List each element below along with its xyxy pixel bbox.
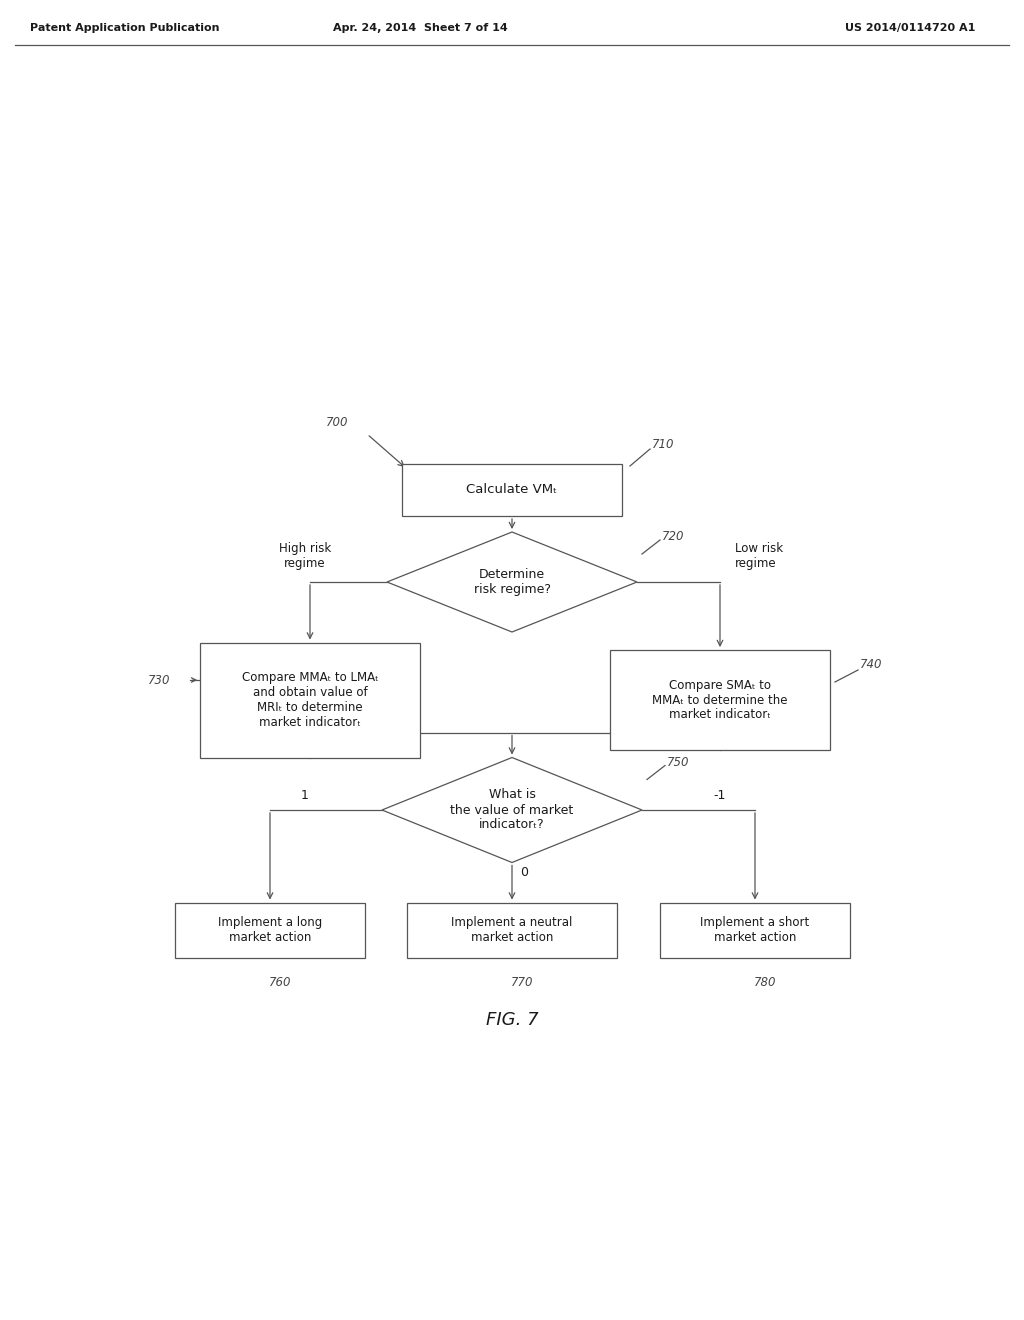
FancyBboxPatch shape: [660, 903, 850, 957]
Text: Implement a neutral
market action: Implement a neutral market action: [452, 916, 572, 944]
FancyBboxPatch shape: [402, 465, 622, 516]
Text: 740: 740: [860, 659, 883, 672]
Text: Patent Application Publication: Patent Application Publication: [30, 22, 219, 33]
Text: FIG. 7: FIG. 7: [485, 1011, 539, 1030]
Text: 0: 0: [520, 866, 528, 879]
Text: Calculate VMₜ: Calculate VMₜ: [467, 483, 557, 496]
Text: -1: -1: [714, 789, 726, 803]
Text: 720: 720: [662, 531, 684, 544]
Text: What is
the value of market
indicatorₜ?: What is the value of market indicatorₜ?: [451, 788, 573, 832]
Text: 770: 770: [511, 975, 534, 989]
Text: Compare SMAₜ to
MMAₜ to determine the
market indicatorₜ: Compare SMAₜ to MMAₜ to determine the ma…: [652, 678, 787, 722]
FancyBboxPatch shape: [175, 903, 365, 957]
Text: Implement a long
market action: Implement a long market action: [218, 916, 323, 944]
Text: 760: 760: [268, 975, 291, 989]
Text: 710: 710: [652, 437, 675, 450]
FancyBboxPatch shape: [200, 643, 420, 758]
Text: Implement a short
market action: Implement a short market action: [700, 916, 810, 944]
Text: 780: 780: [754, 975, 776, 989]
Text: 700: 700: [326, 416, 348, 429]
Text: High risk
regime: High risk regime: [279, 543, 331, 570]
Polygon shape: [387, 532, 637, 632]
Text: 1: 1: [301, 789, 309, 803]
Text: 750: 750: [667, 756, 689, 770]
Text: Compare MMAₜ to LMAₜ
and obtain value of
MRIₜ to determine
market indicatorₜ: Compare MMAₜ to LMAₜ and obtain value of…: [242, 671, 378, 729]
Polygon shape: [382, 758, 642, 862]
FancyBboxPatch shape: [610, 649, 830, 750]
FancyBboxPatch shape: [407, 903, 617, 957]
Text: Determine
risk regime?: Determine risk regime?: [473, 568, 551, 597]
Text: US 2014/0114720 A1: US 2014/0114720 A1: [845, 22, 975, 33]
Text: 730: 730: [147, 673, 170, 686]
Text: Low risk
regime: Low risk regime: [735, 543, 783, 570]
Text: Apr. 24, 2014  Sheet 7 of 14: Apr. 24, 2014 Sheet 7 of 14: [333, 22, 507, 33]
